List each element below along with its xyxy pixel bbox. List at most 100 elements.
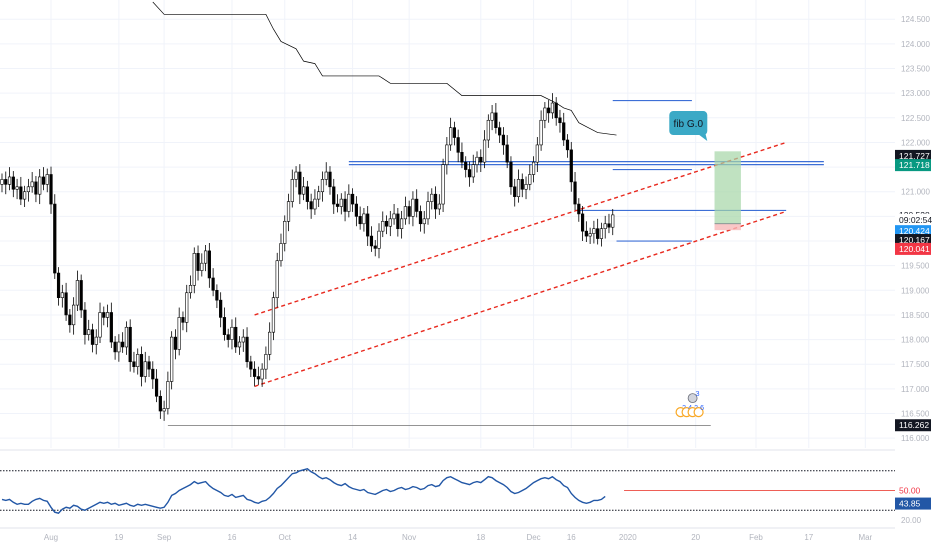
candle-body xyxy=(415,198,419,212)
long-stop-zone[interactable] xyxy=(714,223,741,231)
candle xyxy=(283,215,287,252)
candle-body xyxy=(53,203,57,274)
candle-body xyxy=(358,216,362,225)
note-callout[interactable]: fib G.0 xyxy=(669,111,708,142)
candle xyxy=(479,149,483,173)
price-tick-label: 124.000 xyxy=(901,40,930,49)
candle xyxy=(392,204,396,225)
candle xyxy=(358,206,362,230)
candle-body xyxy=(339,198,343,207)
candle-body xyxy=(83,309,87,335)
candle xyxy=(347,184,351,218)
grid-layer xyxy=(0,0,895,448)
candle xyxy=(72,297,76,335)
price-tick-label: 118.000 xyxy=(901,336,930,345)
candle-body xyxy=(422,218,426,225)
candle-body xyxy=(384,221,389,227)
candle xyxy=(60,284,64,308)
time-axis[interactable]: Aug 19 Sep 16 Oct 14 Nov 18 Dec 16 2020 20 Feb 17 Mar xyxy=(0,527,895,542)
candle-body xyxy=(45,174,49,185)
candle xyxy=(309,193,313,219)
candle-body xyxy=(109,312,113,343)
candle-body xyxy=(418,211,423,225)
event-badge[interactable] xyxy=(687,393,698,404)
note-bubble[interactable] xyxy=(669,111,708,136)
candle-body xyxy=(531,161,536,175)
candle xyxy=(151,361,155,389)
candle-body xyxy=(580,213,585,232)
candle xyxy=(117,334,121,362)
candle xyxy=(422,210,426,234)
candle xyxy=(53,194,57,279)
candle-body xyxy=(136,354,140,367)
event-badge[interactable] xyxy=(693,407,704,418)
candle xyxy=(158,390,162,419)
candle xyxy=(207,242,211,288)
candle-body xyxy=(362,213,366,225)
candle xyxy=(471,154,475,183)
candle xyxy=(384,215,389,235)
candle-body xyxy=(154,378,159,397)
candle xyxy=(222,307,227,341)
candle xyxy=(369,226,374,252)
candle-body xyxy=(60,292,64,298)
candle-body xyxy=(196,253,200,271)
candle xyxy=(351,188,355,212)
candle xyxy=(79,274,83,318)
candle xyxy=(467,161,472,187)
candle-body xyxy=(573,181,577,205)
candle-body xyxy=(441,164,445,205)
price-axis[interactable]: 116.000 116.500 117.000 117.500 118.000 118.5… xyxy=(895,0,932,550)
price-tick-label: 116.000 xyxy=(901,434,930,443)
candle xyxy=(34,175,38,203)
candle xyxy=(396,207,400,237)
candle xyxy=(482,130,487,169)
candle xyxy=(362,207,366,232)
candle xyxy=(294,166,298,188)
candle-body xyxy=(501,134,506,146)
candle xyxy=(4,171,8,195)
candle-body xyxy=(94,336,98,345)
candle xyxy=(554,97,558,126)
candle-body xyxy=(4,179,8,185)
candle xyxy=(388,210,392,237)
candle-body xyxy=(87,329,91,335)
candle-body xyxy=(234,326,238,348)
candle-body xyxy=(535,144,539,163)
candle-body xyxy=(283,221,287,244)
price-tag-box xyxy=(895,419,931,432)
candle xyxy=(335,194,340,213)
candle-body xyxy=(147,361,151,370)
long-position-tool[interactable] xyxy=(714,151,741,231)
candle-body xyxy=(294,171,298,180)
candle xyxy=(547,100,551,123)
candle-body xyxy=(0,179,4,185)
candle-body xyxy=(271,297,276,333)
candle-body xyxy=(305,186,309,202)
candle xyxy=(0,173,4,193)
candle-body xyxy=(332,186,336,205)
candle xyxy=(279,233,283,267)
horizontal-levels xyxy=(167,100,824,426)
candle xyxy=(550,93,555,119)
candle xyxy=(377,223,381,259)
candle-body xyxy=(369,235,374,247)
candle xyxy=(286,193,291,232)
time-tick-label: 16 xyxy=(228,533,237,542)
rsi-tick-label: 20.00 xyxy=(901,516,922,525)
candle xyxy=(196,245,200,281)
candle-body xyxy=(309,201,313,210)
long-profit-zone[interactable] xyxy=(714,151,741,224)
candle-body xyxy=(490,112,494,121)
candle-body xyxy=(335,203,340,207)
candle-body xyxy=(569,149,573,183)
candle-body xyxy=(562,122,566,141)
candle xyxy=(211,268,215,297)
candle xyxy=(83,302,87,345)
event-badges[interactable]: 32426 xyxy=(675,391,704,418)
candle-body xyxy=(90,329,95,345)
candle-body xyxy=(158,395,162,412)
price-tick-label: 121.000 xyxy=(901,188,930,197)
candle-body xyxy=(188,285,193,294)
